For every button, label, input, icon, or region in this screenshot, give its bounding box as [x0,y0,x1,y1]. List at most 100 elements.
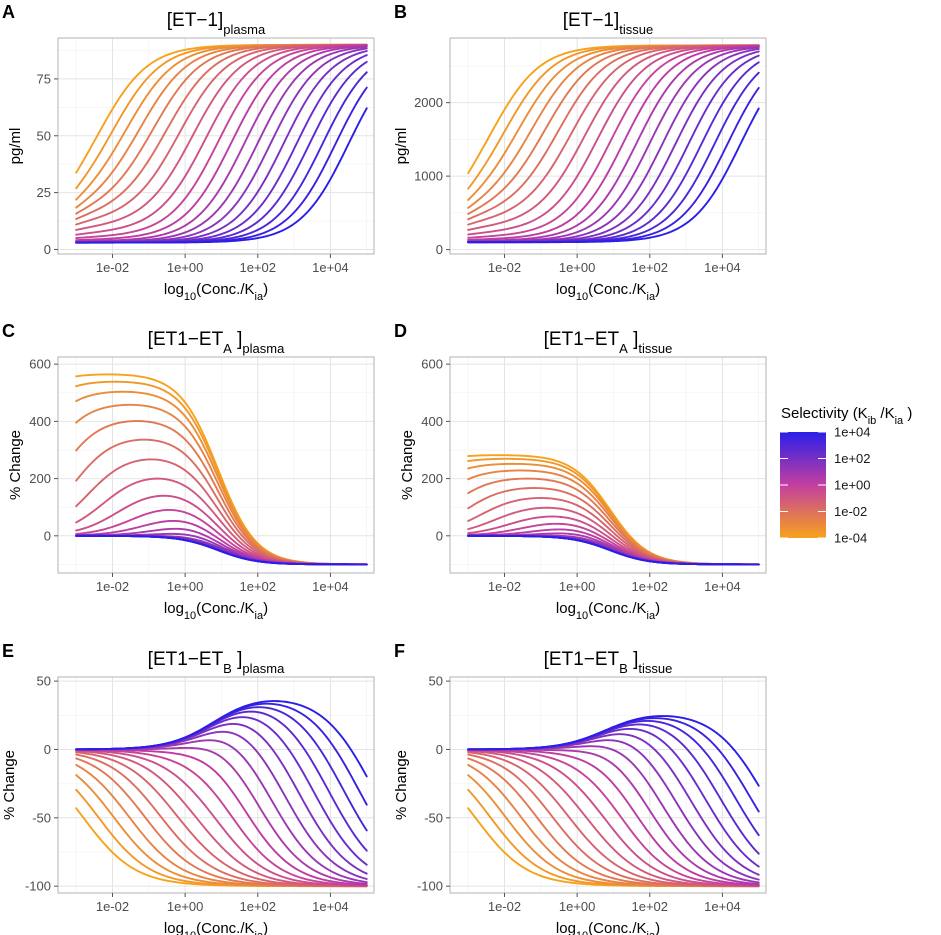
minor-gridlines [58,38,374,254]
y-tick-label: 0 [436,742,443,757]
x-tick-label: 1e+00 [559,579,596,594]
y-axis-title: % Change [1,750,18,820]
panel-title: [ET1−ETB ]tissue [544,649,673,676]
x-tick-label: 1e+02 [632,579,669,594]
series-line [467,748,760,887]
panel-c: 1e-02 1e+00 1e+02 1e+04 0 200 400 600 log10(Conc… [2,321,375,622]
x-axis-title: log10(Conc./Kia) [164,600,268,622]
panel-title: [ET1−ETA ]tissue [544,329,673,356]
panel-a: 1e-02 1e+00 1e+02 1e+04 0 25 50 75 log10(Conc./K… [2,2,375,303]
series-line [75,44,368,236]
x-tick-label: 1e+02 [240,260,277,275]
y-axis-title: % Change [7,430,24,500]
y-tick-label: 0 [44,242,51,257]
y-tick-label: 0 [44,528,51,543]
panel-f: 1e-02 1e+00 1e+02 1e+04 -100 -50 0 50 log10(Conc… [393,641,767,935]
series-lines [467,44,760,244]
x-tick-label: 1e-02 [488,579,521,594]
series-lines [75,700,368,888]
x-tick-label: 1e+00 [167,899,204,914]
legend-label: 1e+04 [834,425,871,440]
panel-border [57,356,375,574]
y-tick-label: -50 [424,810,443,825]
series-line [75,700,368,778]
x-tick-label: 1e+00 [167,579,204,594]
x-tick-label: 1e+00 [167,260,204,275]
panel-border [449,37,767,255]
y-tick-label: 1000 [414,169,443,184]
panel-border [449,676,767,894]
x-axis-title: log10(Conc./Kia) [556,600,660,622]
x-tick-label: 1e-02 [96,579,129,594]
x-tick-label: 1e+02 [632,260,669,275]
y-tick-label: 0 [44,742,51,757]
x-tick-label: 1e+04 [704,579,741,594]
y-tick-label: -50 [32,810,51,825]
panel-d: 1e-02 1e+00 1e+02 1e+04 0 200 400 600 log10(Conc… [394,321,767,622]
y-tick-label: 0 [436,242,443,257]
x-axis-title: log10(Conc./Kia) [164,920,268,935]
y-tick-label: 50 [429,674,443,689]
legend-title: Selectivity (Kib /Kia ) [781,405,912,427]
x-tick-label: 1e-02 [96,899,129,914]
x-axis-title: log10(Conc./Kia) [556,920,660,935]
series-line [75,45,368,243]
y-tick-label: 400 [421,414,443,429]
series-line [75,107,368,244]
y-tick-label: 600 [421,357,443,372]
plot-background [58,677,374,893]
legend-label: 1e+00 [834,478,871,493]
plot-background [450,677,766,893]
x-axis-title: log10(Conc./Kia) [556,281,660,303]
y-axis-title: pg/ml [7,128,24,165]
panel-b: 1e-02 1e+00 1e+02 1e+04 0 1000 2000 log10(Conc.… [393,2,767,303]
panel-e: 1e-02 1e+00 1e+02 1e+04 -100 -50 0 50 log10(Conc… [1,641,375,935]
series-line [75,44,368,240]
series-line [467,45,760,241]
series-line [467,749,760,887]
panel-letter: E [2,641,14,661]
y-tick-label: 600 [29,357,51,372]
panel-letter: D [394,321,407,341]
series-line [467,45,760,242]
series-line [75,748,368,887]
x-tick-label: 1e+04 [312,899,349,914]
y-tick-label: 50 [37,128,51,143]
panel-title: [ET−1]tissue [563,10,653,37]
series-line [75,750,368,887]
x-tick-label: 1e+02 [632,899,669,914]
series-line [467,44,760,239]
x-tick-label: 1e-02 [488,260,521,275]
y-tick-label: 2000 [414,95,443,110]
series-lines [75,43,368,244]
series-lines [75,373,368,566]
y-tick-label: -100 [417,879,443,894]
x-tick-label: 1e+02 [240,899,277,914]
panel-letter: F [394,641,405,661]
panel-border [449,356,767,574]
x-tick-label: 1e-02 [96,260,129,275]
y-axis-title: % Change [399,430,416,500]
series-line [467,715,760,787]
x-tick-label: 1e+04 [312,260,349,275]
x-axis-title: log10(Conc./Kia) [164,281,268,303]
x-tick-label: 1e+04 [704,899,741,914]
y-tick-label: 0 [436,528,443,543]
legend-label: 1e-04 [834,531,867,546]
series-line [467,534,760,566]
y-tick-label: 50 [37,674,51,689]
x-tick-label: 1e-02 [488,899,521,914]
series-line [467,44,760,236]
panel-letter: B [394,2,407,22]
series-line [75,534,368,566]
y-tick-label: 25 [37,185,51,200]
y-tick-label: 200 [421,471,443,486]
y-axis-title: pg/ml [393,128,410,165]
legend-label: 1e+02 [834,451,871,466]
y-tick-label: 400 [29,414,51,429]
x-tick-label: 1e+04 [704,260,741,275]
y-tick-label: -100 [25,879,51,894]
panel-letter: A [2,2,15,22]
y-axis-title: % Change [393,750,410,820]
